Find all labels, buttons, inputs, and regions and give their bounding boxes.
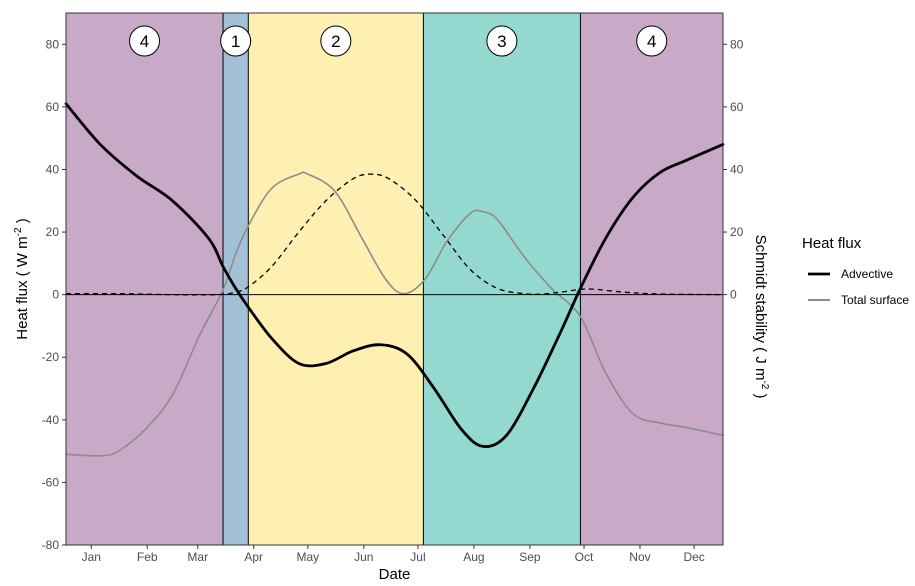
- y-tick-label: 20: [46, 225, 60, 239]
- y-axis-title-sup: -2: [13, 227, 24, 236]
- y-tick-label: -80: [42, 538, 60, 552]
- phase-labels: 4 1 2 3 4: [129, 25, 668, 57]
- y2-axis-title-main: Schmidt stability ( J m: [752, 235, 769, 381]
- phase-label-3: 2: [331, 32, 340, 51]
- y-tick-label: 0: [52, 288, 59, 302]
- phase-label-1: 4: [140, 32, 149, 51]
- phase-background: [66, 13, 723, 545]
- y-tick-label: 80: [46, 37, 60, 51]
- series-line-total-surface: [65, 171, 724, 457]
- x-tick-label: Jul: [410, 550, 425, 564]
- y2-tick-label: 60: [730, 100, 744, 114]
- y2-tick-label: 20: [730, 225, 744, 239]
- x-tick-label: Apr: [244, 550, 263, 564]
- y2-axis-title: Schmidt stability ( J m-2 ): [752, 235, 770, 399]
- x-tick-label: Jun: [354, 550, 373, 564]
- x-tick-label: Dec: [683, 550, 704, 564]
- legend-entries: Advective Total surface: [808, 267, 909, 307]
- series-layer: [64, 102, 725, 457]
- y-axis-title-end: ): [14, 218, 31, 227]
- legend: Heat flux Advective Total surface: [802, 235, 909, 307]
- phase-label-circle-1: [129, 25, 161, 57]
- phase-label-circle-2: [220, 25, 252, 57]
- y2-tick-label: 80: [730, 37, 744, 51]
- phase-band-3: [248, 13, 424, 545]
- series-line-schmidt-stability: [65, 173, 724, 296]
- phase-label-4: 3: [497, 32, 506, 51]
- y-tick-label: -20: [42, 350, 60, 364]
- y2-tick-label: 0: [730, 288, 737, 302]
- series-line-advective: [64, 102, 725, 449]
- phase-band-5: [580, 13, 723, 545]
- legend-label-total-surface: Total surface: [841, 293, 909, 307]
- phase-label-circle-5: [636, 25, 668, 57]
- phase-band-4: [423, 13, 581, 545]
- y2-tick-label: 40: [730, 162, 744, 176]
- phase-label-2: 1: [231, 32, 240, 51]
- phase-band-1: [66, 13, 224, 545]
- y2-axis: 0 20 40 60 80: [723, 37, 744, 302]
- panel-border: [65, 12, 724, 546]
- legend-label-advective: Advective: [841, 267, 893, 281]
- y-tick-label: 40: [46, 162, 60, 176]
- x-tick-label: Oct: [575, 550, 594, 564]
- y-axis-title: Heat flux ( W m-2 ): [13, 218, 31, 339]
- x-tick-label: May: [297, 550, 320, 564]
- y-tick-label: 60: [46, 100, 60, 114]
- x-tick-label: Sep: [519, 550, 541, 564]
- y-tick-label: -40: [42, 413, 60, 427]
- y2-axis-title-end: ): [752, 389, 769, 398]
- phase-label-5: 4: [647, 32, 656, 51]
- x-axis-title: Date: [379, 566, 411, 583]
- x-tick-label: Jan: [82, 550, 101, 564]
- y2-axis-title-sup: -2: [759, 380, 770, 389]
- y-tick-label: -60: [42, 475, 60, 489]
- x-tick-label: Mar: [187, 550, 208, 564]
- x-axis: Jan Feb Mar Apr May Jun Jul Aug Sep Oct Nov Dec: [82, 545, 705, 564]
- y-axis: -80 -60 -40 -20 0 20 40 60 80: [42, 37, 66, 552]
- x-tick-label: Nov: [629, 550, 650, 564]
- y-axis-title-main: Heat flux ( W m: [14, 236, 31, 339]
- phase-label-circle-4: [486, 25, 518, 57]
- legend-title: Heat flux: [802, 235, 862, 252]
- x-tick-label: Feb: [137, 550, 158, 564]
- x-tick-label: Aug: [463, 550, 484, 564]
- phase-label-circle-3: [320, 25, 352, 57]
